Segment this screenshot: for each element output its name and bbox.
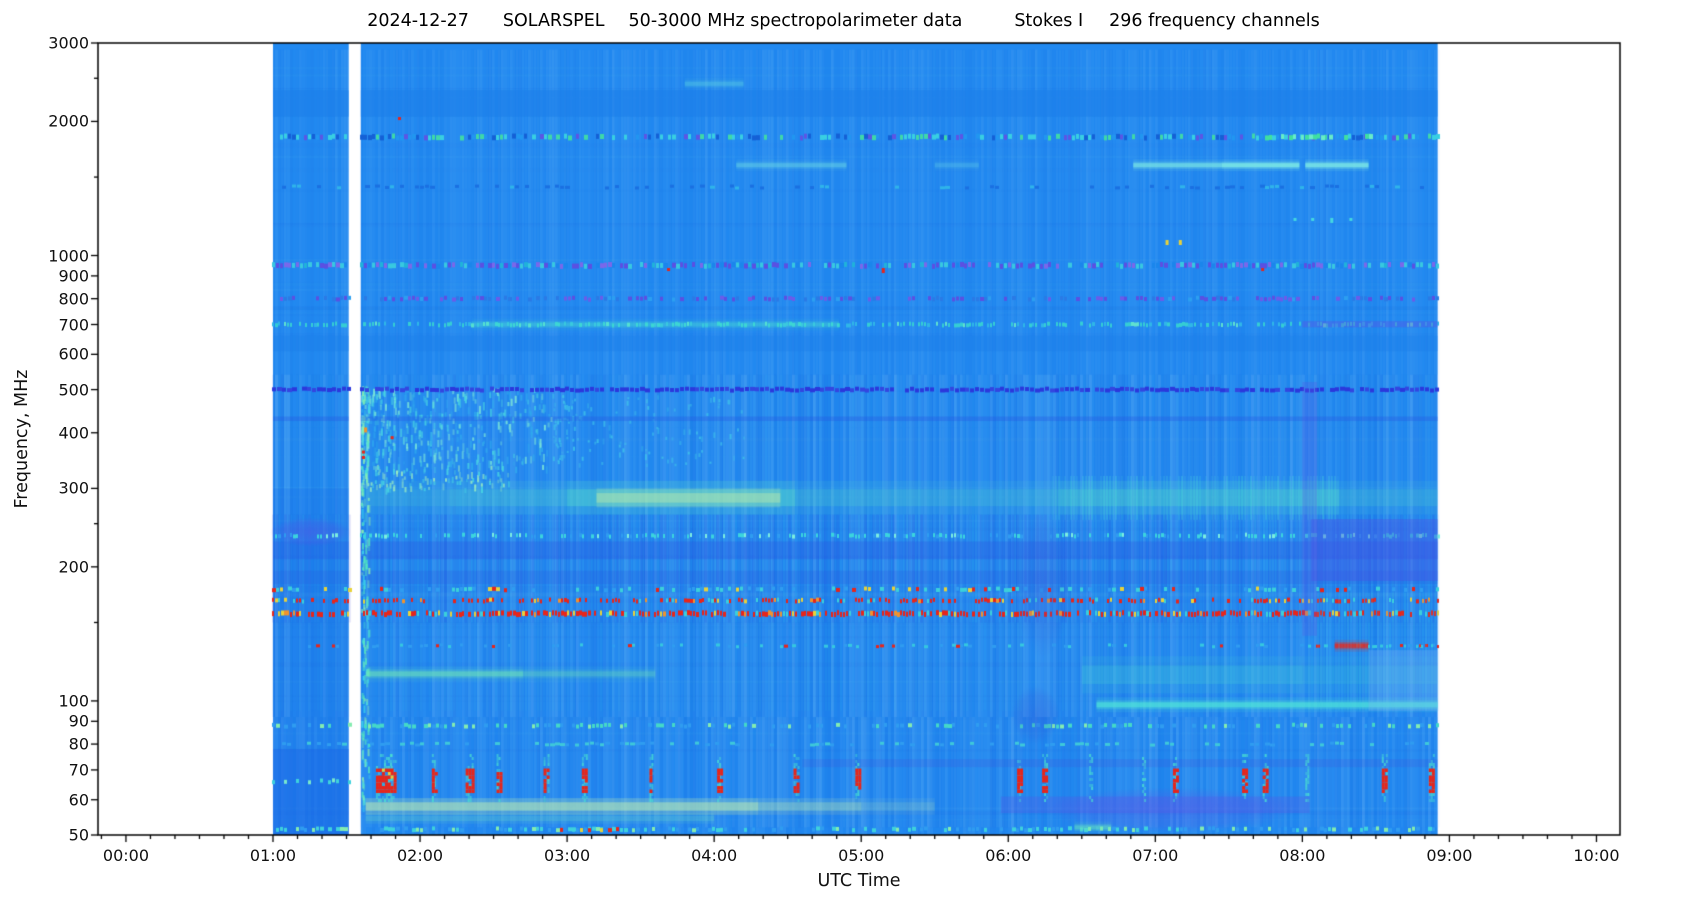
x-tick-label: 00:00: [102, 846, 149, 865]
y-tick-label: 400: [58, 423, 89, 443]
x-tick-label: 10:00: [1573, 846, 1620, 865]
y-tick-label: 900: [58, 266, 89, 286]
y-tick-label: 60: [68, 790, 89, 810]
x-tick-label: 09:00: [1426, 846, 1473, 865]
x-tick-label: 01:00: [249, 846, 297, 865]
x-tick-label: 08:00: [1279, 846, 1326, 865]
y-tick-label: 3000: [48, 33, 89, 53]
y-axis-label: Frequency, MHz: [12, 369, 32, 509]
y-tick-label: 2000: [48, 111, 89, 131]
title-channels: 296 frequency channels: [1109, 11, 1320, 31]
x-tick-label: 07:00: [1132, 846, 1179, 865]
title-date: 2024-12-27: [367, 11, 469, 31]
y-tick-label: 300: [58, 478, 89, 498]
x-axis-label: UTC Time: [817, 871, 901, 891]
title-stokes: Stokes I: [1014, 11, 1084, 31]
y-tick-label: 200: [58, 557, 89, 577]
x-tick-label: 03:00: [544, 846, 591, 865]
x-tick-label: 04:00: [691, 846, 738, 865]
x-tick-label: 06:00: [985, 846, 1032, 865]
y-tick-label: 100: [58, 691, 89, 711]
y-tick-label: 700: [58, 315, 89, 334]
y-tick-label: 500: [58, 380, 89, 400]
y-tick-label: 1000: [48, 246, 89, 265]
chart-title: 2024-12-27 SOLARSPEL 50-3000 MHz spectro…: [0, 11, 1687, 31]
y-tick-label: 70: [68, 760, 89, 780]
y-tick-label: 80: [68, 734, 89, 754]
y-tick-label: 50: [68, 825, 89, 845]
y-tick-label: 600: [58, 344, 89, 364]
x-tick-label: 02:00: [396, 846, 444, 865]
y-tick-label: 800: [58, 289, 89, 309]
x-tick-label: 05:00: [838, 846, 885, 865]
title-description: 50-3000 MHz spectropolarimeter data: [628, 11, 963, 31]
y-tick-label: 90: [68, 711, 89, 731]
title-instrument: SOLARSPEL: [502, 11, 605, 31]
